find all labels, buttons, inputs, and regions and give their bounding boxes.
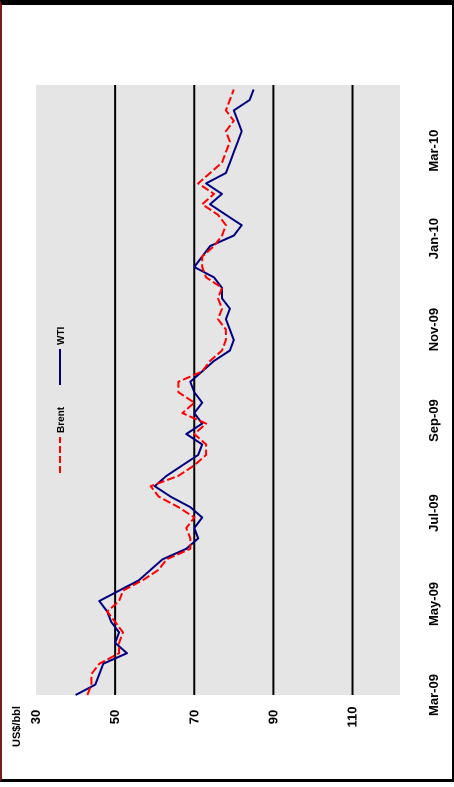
x-tick-label: May-09	[426, 582, 441, 626]
x-tick-label: Jul-09	[426, 494, 441, 532]
legend-label-wti: WTI	[56, 326, 67, 345]
series-line-brent	[86, 89, 235, 696]
x-axis-ticks: Mar-09 May-09 Jul-09 Sep-09 Nov-09 Jan-10 Mar-…	[426, 130, 441, 716]
series-lines	[75, 89, 255, 696]
y-tick-label: 70	[186, 710, 201, 724]
plot-area	[36, 85, 400, 695]
x-tick-label: Mar-10	[426, 130, 441, 172]
plot-background	[36, 85, 400, 695]
x-tick-label: Mar-09	[426, 674, 441, 716]
chart: 30 50 70 90 110 Mar-09 May-09 Jul-09 Sep-09 Nov-…	[11, 85, 441, 747]
legend-label-brent: Brent	[56, 406, 67, 433]
y-tick-label: 50	[107, 710, 122, 724]
series-line-wti	[75, 89, 255, 696]
x-tick-label: Sep-09	[426, 399, 441, 442]
y-tick-label: 110	[345, 707, 360, 728]
x-tick-label: Nov-09	[426, 308, 441, 351]
y-axis-label: US$/bbl	[11, 706, 23, 747]
y-tick-label: 30	[28, 710, 43, 724]
x-tick-label: Jan-10	[426, 218, 441, 259]
y-tick-label: 90	[265, 710, 280, 724]
legend: WTI Brent	[56, 326, 67, 473]
y-axis-ticks: 30 50 70 90 110	[28, 707, 360, 728]
